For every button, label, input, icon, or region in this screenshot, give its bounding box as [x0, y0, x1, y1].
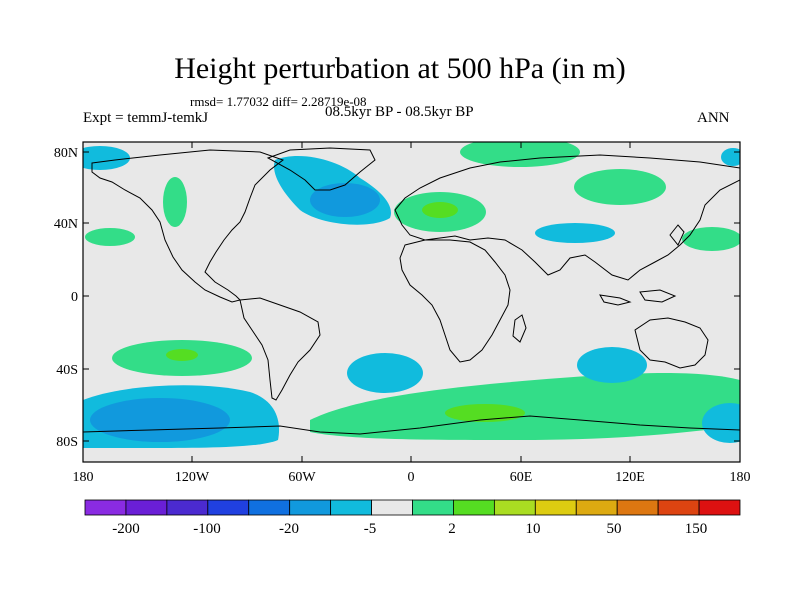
anomaly-negative [535, 223, 615, 243]
anomaly-positive-strong [166, 349, 198, 361]
anomaly-negative [721, 148, 740, 166]
lon-tick-label: 120E [615, 470, 645, 485]
anomaly-negative-strong [310, 183, 380, 217]
lon-tick-label: 0 [408, 470, 415, 485]
colorbar-label: -200 [112, 521, 140, 537]
anomaly-negative [83, 146, 130, 170]
lat-tick-label: 40S [56, 363, 78, 378]
colorbar-box [493, 499, 536, 516]
colorbar-label: -20 [279, 521, 299, 537]
lon-tick-label: 60E [510, 470, 533, 485]
anomaly-negative [577, 347, 647, 383]
anomaly-positive [574, 169, 666, 205]
figure-title: Height perturbation at 500 hPa (in m) [174, 52, 626, 85]
season-label: ANN [697, 110, 730, 126]
anomaly-negative [702, 403, 740, 443]
colorbar-label: 150 [685, 521, 708, 537]
period-label: 08.5kyr BP - 08.5kyr BP [325, 104, 474, 120]
axis-ticks [82, 142, 741, 462]
colorbar-box [371, 499, 413, 516]
lat-tick-label: 80S [56, 435, 78, 450]
anomaly-positive [460, 142, 580, 167]
lat-tick-label: 40N [54, 217, 78, 232]
coastlines [83, 147, 740, 435]
lat-tick-label: 80N [54, 146, 78, 161]
anomaly-positive [163, 177, 187, 227]
colorbar-label: -100 [193, 521, 221, 537]
lon-tick-label: 120W [175, 470, 210, 485]
colorbar-box [657, 499, 700, 516]
lat-tick-label: 0 [71, 290, 78, 305]
lon-tick-label: 180 [73, 470, 94, 485]
colorbar [84, 499, 741, 516]
anomaly-positive-strong [422, 202, 458, 218]
anomaly-positive [682, 227, 740, 251]
colorbar-box [125, 499, 168, 516]
anomaly-positive [310, 373, 740, 440]
colorbar-box [84, 499, 127, 516]
anomaly-negative-strong [90, 398, 230, 442]
lon-tick-label: 180 [730, 470, 751, 485]
lon-tick-label: 60W [288, 470, 316, 485]
colorbar-box [616, 499, 659, 516]
colorbar-box [453, 499, 495, 516]
colorbar-box [330, 499, 372, 516]
anomaly-field [83, 142, 740, 448]
colorbar-box [698, 499, 741, 516]
colorbar-box [248, 499, 291, 516]
anomaly-negative [347, 353, 423, 393]
colorbar-label: 50 [607, 521, 622, 537]
experiment-label: Expt = temmJ-temkJ [83, 110, 209, 126]
anomaly-positive [85, 228, 135, 246]
colorbar-box [166, 499, 209, 516]
colorbar-label: 10 [526, 521, 541, 537]
stats-line: rmsd= 1.77032 diff= 2.28719e-08 [190, 94, 367, 109]
colorbar-box [207, 499, 250, 516]
colorbar-label: 2 [448, 521, 456, 537]
colorbar-box [289, 499, 332, 516]
colorbar-box [412, 499, 454, 516]
colorbar-label: -5 [364, 521, 377, 537]
colorbar-box [575, 499, 618, 516]
colorbar-box [534, 499, 577, 516]
